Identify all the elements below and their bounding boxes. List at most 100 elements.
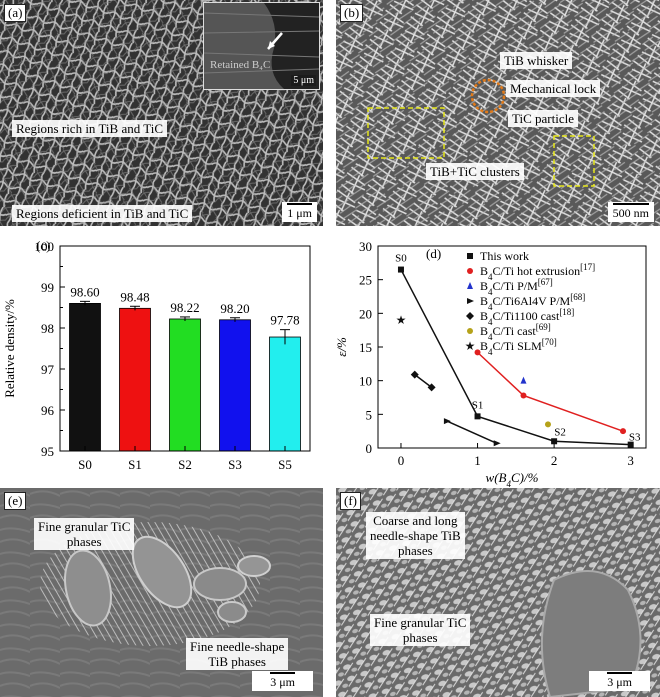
data-point bbox=[466, 312, 474, 320]
scale-bar-label: 3 μm bbox=[607, 675, 632, 689]
point-label: S0 bbox=[395, 253, 407, 265]
y-tick-label: 96 bbox=[41, 403, 55, 418]
sem-image-b bbox=[336, 0, 660, 226]
data-point bbox=[467, 268, 473, 274]
data-point bbox=[397, 266, 404, 273]
annotation-mechanical-lock: Mechanical lock bbox=[506, 80, 601, 97]
annotation-rich-regions: Regions rich in TiB and TiC bbox=[12, 120, 168, 137]
scale-bar-label: 3 μm bbox=[270, 675, 295, 689]
panel-b: (b) TiB whisker Mechanical lock TiC part… bbox=[336, 0, 660, 226]
legend-entry: This work bbox=[480, 249, 529, 263]
annotation-text: Coarse and long needle-shape TiB phases bbox=[370, 513, 461, 558]
data-point bbox=[620, 428, 627, 435]
scale-bar-e: 3 μm bbox=[252, 671, 313, 691]
x-tick-label: 3 bbox=[627, 453, 634, 468]
x-tick-label: 1 bbox=[474, 453, 481, 468]
x-axis-label: w(B4C)/% bbox=[486, 470, 539, 489]
series-1: B4C/Ti hot extrusion[17] bbox=[467, 262, 627, 435]
series-3: B4C/Ti6Al4V P/M[68] bbox=[443, 292, 585, 447]
data-point bbox=[467, 328, 473, 334]
y-tick-label: 30 bbox=[359, 239, 372, 254]
series-4: B4C/Ti1100 cast[18] bbox=[410, 307, 574, 392]
panel-e: (e) Fine granular TiC phases Fine needle… bbox=[0, 488, 323, 697]
bar bbox=[269, 336, 301, 452]
y-tick-label: 97 bbox=[41, 362, 55, 377]
bar bbox=[169, 318, 201, 452]
annotation-fine-granular-tic-f: Fine granular TiC phases bbox=[370, 614, 471, 646]
x-tick-label: 0 bbox=[398, 453, 405, 468]
series-line bbox=[400, 269, 631, 446]
bar bbox=[119, 307, 151, 452]
legend-entry: B4C/Ti1100 cast[18] bbox=[480, 307, 574, 327]
series-line bbox=[414, 374, 433, 388]
y-tick-label: 99 bbox=[41, 280, 54, 295]
data-point bbox=[443, 418, 451, 425]
panel-label-b: (b) bbox=[340, 4, 364, 22]
panel-label-e: (e) bbox=[4, 492, 27, 510]
bar bbox=[219, 319, 251, 452]
scale-bar-f: 3 μm bbox=[589, 671, 650, 691]
data-label: 98.22 bbox=[170, 300, 199, 315]
panel-label-d: (d) bbox=[426, 246, 441, 261]
legend-entry: B4C/Ti P/M[67] bbox=[480, 277, 553, 297]
scale-bar-line bbox=[270, 672, 295, 674]
x-tick-label: 2 bbox=[551, 453, 558, 468]
x-tick-label: S3 bbox=[228, 457, 242, 472]
y-axis-label: Relative density/% bbox=[2, 299, 17, 398]
data-point bbox=[544, 421, 551, 428]
series-6: ★ ★ B4C/Ti SLM[70] bbox=[396, 313, 557, 357]
y-tick-label: 5 bbox=[366, 407, 373, 422]
legend-entry: B4C/Ti cast[69] bbox=[480, 322, 551, 342]
annotation-tic-particle: TiC particle bbox=[508, 110, 578, 127]
bar bbox=[69, 303, 101, 452]
annotation-text: Fine granular TiC phases bbox=[374, 615, 467, 645]
x-tick-label: S0 bbox=[78, 457, 92, 472]
data-point bbox=[474, 349, 481, 356]
y-tick-label: 25 bbox=[359, 273, 372, 288]
scale-bar-label: 500 nm bbox=[612, 206, 649, 220]
panel-label-c: (c) bbox=[36, 238, 50, 253]
panel-a: Retained B₄C 5 μm (a) Regions rich in Ti… bbox=[0, 0, 323, 226]
scale-bar-b: 500 nm bbox=[607, 202, 654, 222]
point-label: S2 bbox=[554, 426, 566, 438]
bar-chart-svg: (c) 95 96 97 98 99 100 98.60 S0 98.48 S1 98.22 S2 98.… bbox=[2, 238, 311, 472]
data-point bbox=[474, 413, 481, 420]
panel-label-f: (f) bbox=[340, 492, 361, 510]
point-label: S3 bbox=[629, 432, 641, 444]
data-point bbox=[427, 383, 436, 392]
data-point bbox=[493, 440, 501, 447]
data-label: 97.78 bbox=[270, 313, 299, 328]
inset-scale-label: 5 μm bbox=[291, 75, 316, 86]
data-point bbox=[467, 298, 474, 304]
y-tick-label: 0 bbox=[366, 441, 373, 456]
scale-bar-line bbox=[287, 203, 312, 205]
annotation-tib-whisker: TiB whisker bbox=[500, 52, 573, 69]
data-label: 98.60 bbox=[70, 284, 99, 299]
inset-label: Retained B₄C bbox=[210, 59, 271, 71]
series-2: B4C/Ti P/M[67] bbox=[467, 277, 553, 384]
y-tick-label: 20 bbox=[359, 306, 372, 321]
annotation-fine-needle-tib: Fine needle-shape TiB phases bbox=[186, 638, 289, 670]
plot-frame bbox=[377, 245, 647, 449]
legend-entry: B4C/Ti6Al4V P/M[68] bbox=[480, 292, 585, 312]
chart-elongation: (d) 0 5 10 15 20 25 30 0 1 2 3 S0 S1 S2 S3 This work B4C/… bbox=[334, 232, 660, 489]
series-line bbox=[477, 351, 624, 432]
y-tick-label: 98 bbox=[41, 321, 54, 336]
data-label: 98.48 bbox=[120, 289, 149, 304]
point-label: S1 bbox=[472, 399, 484, 411]
data-point bbox=[520, 376, 527, 384]
chart-relative-density: (c) 95 96 97 98 99 100 98.60 S0 98.48 S1 98.22 S2 98.… bbox=[0, 232, 330, 480]
y-axis-label: ε/% bbox=[334, 337, 349, 357]
series-0: S0 S1 S2 S3 This work bbox=[395, 249, 641, 448]
x-tick-label: S2 bbox=[178, 457, 192, 472]
scale-bar-line bbox=[612, 203, 649, 205]
annotation-deficient-regions: Regions deficient in TiB and TiC bbox=[12, 205, 193, 222]
plot-frame bbox=[59, 245, 311, 452]
data-label: 98.20 bbox=[220, 301, 249, 316]
scale-bar-line bbox=[607, 672, 632, 674]
data-point: ★ bbox=[396, 313, 407, 327]
y-tick-label: 10 bbox=[359, 374, 372, 389]
data-point bbox=[520, 392, 527, 399]
legend-entry: B4C/Ti SLM[70] bbox=[480, 337, 557, 357]
inset-image-a: Retained B₄C 5 μm bbox=[203, 2, 320, 90]
